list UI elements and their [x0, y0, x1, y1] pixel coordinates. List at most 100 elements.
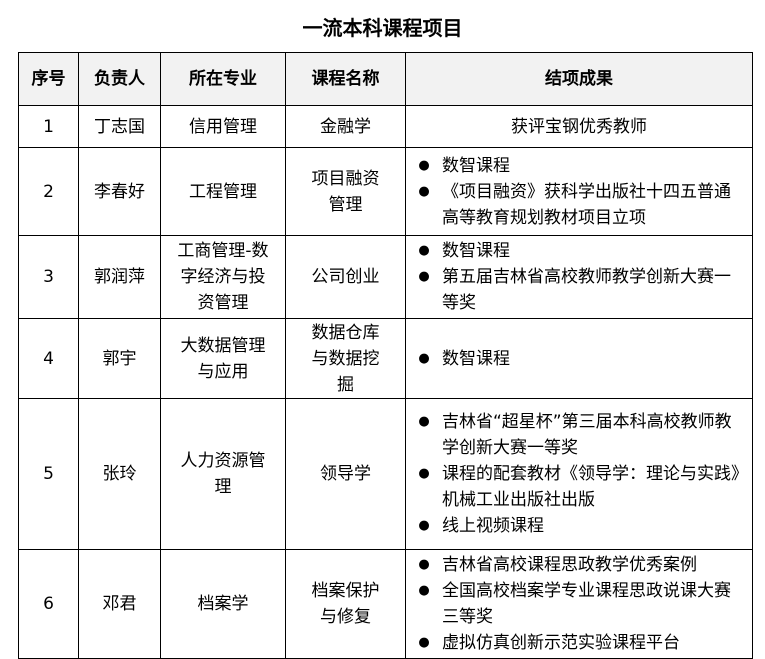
table-row: 3 郭润萍 工商管理-数字经济与投资管理 公司创业 ● 数智课程 ● 第五届吉林省高校教师教学… — [18, 235, 753, 319]
cell-major: 信用管理 — [160, 105, 286, 148]
cell-achievements: ● 数智课程 — [405, 318, 753, 399]
bullet-icon: ● — [418, 583, 430, 598]
bullet-icon: ● — [418, 350, 430, 366]
achievement-text: 虚拟仿真创新示范实验课程平台 — [442, 633, 680, 653]
cell-no-text: 3 — [43, 267, 54, 287]
cell-major-text: 大数据管理与应用 — [180, 335, 266, 382]
cell-achievements: 获评宝钢优秀教师 — [405, 105, 753, 148]
cell-no-text: 6 — [43, 594, 54, 614]
cell-major: 大数据管理与应用 — [160, 318, 286, 399]
cell-leader-text: 张玲 — [102, 464, 137, 484]
achievement-text: 课程的配套教材《领导学：理论与实践》机械工业出版社出版 — [442, 464, 740, 510]
cell-course-text: 公司创业 — [311, 267, 380, 287]
achievement-text: 获评宝钢优秀教师 — [511, 116, 647, 137]
cell-leader-text: 郭宇 — [102, 348, 137, 369]
cell-no: 2 — [18, 147, 79, 236]
bullet-icon: ● — [418, 518, 430, 533]
cell-no: 1 — [18, 105, 79, 148]
achievement-text: 《项目融资》获科学出版社十四五普通高等教育规划教材项目立项 — [442, 181, 731, 228]
bullet-icon: ● — [418, 269, 430, 284]
cell-achievements: ● 吉林省“超星杯”第三届本科高校教师教学创新大赛一等奖 ● 课程的配套教材《领导学：… — [405, 398, 753, 550]
achievement-item: ● 数智课程 — [406, 238, 746, 264]
achievement-item: ● 吉林省高校课程思政教学优秀案例 — [406, 552, 746, 578]
bullet-icon: ● — [418, 183, 430, 199]
cell-major-text: 人力资源管理 — [180, 451, 266, 497]
cell-course-text: 金融学 — [320, 116, 371, 137]
cell-leader-text: 丁志国 — [94, 116, 145, 137]
achievement-item: ● 《项目融资》获科学出版社十四五普通高等教育规划教材项目立项 — [406, 179, 746, 231]
cell-no-text: 4 — [43, 348, 54, 369]
achievement-text: 线上视频课程 — [442, 516, 544, 536]
achievement-text: 数智课程 — [442, 348, 510, 369]
table-row: 6 邓君 档案学 档案保护与修复 ● 吉林省高校课程思政教学优秀案例 ● 全国高校档案学专业课… — [18, 549, 753, 659]
cell-course: 领导学 — [285, 398, 406, 550]
bullet-icon: ● — [418, 243, 430, 258]
cell-course-text: 项目融资管理 — [311, 168, 380, 215]
achievement-text: 全国高校档案学专业课程思政说课大赛三等奖 — [442, 581, 731, 627]
table-row: 2 李春好 工程管理 项目融资管理 ● 数智课程 ● 《项目融资》获科学出版社十四五普通高等教… — [18, 147, 753, 236]
cell-course: 公司创业 — [285, 235, 406, 319]
bullet-icon: ● — [418, 557, 430, 572]
achievement-item: ● 数智课程 — [406, 153, 746, 179]
cell-course-text: 领导学 — [320, 464, 371, 484]
achievement-item: ● 课程的配套教材《领导学：理论与实践》机械工业出版社出版 — [406, 461, 746, 513]
cell-major-text: 档案学 — [197, 594, 249, 614]
achievement-item: ● 第五届吉林省高校教师教学创新大赛一等奖 — [406, 264, 746, 316]
achievement-text: 数智课程 — [442, 241, 510, 261]
cell-major: 档案学 — [160, 549, 286, 659]
cell-course-text: 数据仓库与数据挖掘 — [311, 322, 380, 395]
cell-no: 3 — [18, 235, 79, 319]
cell-leader: 李春好 — [78, 147, 161, 236]
bullet-icon: ● — [418, 157, 430, 173]
cell-no: 6 — [18, 549, 79, 659]
achievement-item: ● 数智课程 — [406, 346, 746, 372]
header-course: 课程名称 — [285, 52, 406, 106]
cell-major-text: 工商管理-数字经济与投资管理 — [177, 241, 269, 313]
cell-no-text: 2 — [43, 181, 54, 202]
header-achievements: 结项成果 — [405, 52, 753, 106]
cell-achievements: ● 数智课程 ● 第五届吉林省高校教师教学创新大赛一等奖 — [405, 235, 753, 319]
achievement-item: ● 吉林省“超星杯”第三届本科高校教师教学创新大赛一等奖 — [406, 409, 746, 461]
cell-no: 5 — [18, 398, 79, 550]
cell-major-text: 信用管理 — [189, 116, 257, 137]
cell-leader-text: 郭润萍 — [94, 267, 145, 287]
bullet-icon: ● — [418, 466, 430, 481]
table-row: 4 郭宇 大数据管理与应用 数据仓库与数据挖掘 ● 数智课程 — [18, 318, 753, 399]
table-row: 1 丁志国 信用管理 金融学 获评宝钢优秀教师 — [18, 105, 753, 148]
table-row: 5 张玲 人力资源管理 领导学 ● 吉林省“超星杯”第三届本科高校教师教学创新大赛一等奖 ●… — [18, 398, 753, 550]
cell-leader: 郭润萍 — [78, 235, 161, 319]
cell-leader: 邓君 — [78, 549, 161, 659]
cell-course: 金融学 — [285, 105, 406, 148]
cell-major: 人力资源管理 — [160, 398, 286, 550]
cell-course: 数据仓库与数据挖掘 — [285, 318, 406, 399]
cell-leader: 张玲 — [78, 398, 161, 550]
course-table: 序号 负责人 所在专业 课程名称 结项成果 1 丁志国 信用管理 金融学 获评宝钢优秀教… — [18, 52, 753, 659]
cell-no-text: 1 — [43, 116, 54, 137]
cell-leader-text: 邓君 — [102, 594, 137, 614]
bullet-icon: ● — [418, 414, 430, 429]
cell-leader: 郭宇 — [78, 318, 161, 399]
cell-achievements: ● 数智课程 ● 《项目融资》获科学出版社十四五普通高等教育规划教材项目立项 — [405, 147, 753, 236]
cell-no-text: 5 — [43, 464, 54, 484]
header-no: 序号 — [18, 52, 79, 106]
cell-major: 工程管理 — [160, 147, 286, 236]
achievement-text: 数智课程 — [442, 155, 510, 176]
cell-course: 项目融资管理 — [285, 147, 406, 236]
cell-leader-text: 李春好 — [94, 181, 145, 202]
achievement-item: ● 线上视频课程 — [406, 513, 746, 539]
page-title: 一流本科课程项目 — [302, 16, 463, 40]
cell-no: 4 — [18, 318, 79, 399]
achievement-item: ● 虚拟仿真创新示范实验课程平台 — [406, 630, 746, 656]
cell-major-text: 工程管理 — [189, 181, 257, 202]
achievement-text: 吉林省高校课程思政教学优秀案例 — [442, 555, 697, 575]
header-major: 所在专业 — [160, 52, 286, 106]
achievement-text: 第五届吉林省高校教师教学创新大赛一等奖 — [442, 267, 731, 313]
cell-achievements: ● 吉林省高校课程思政教学优秀案例 ● 全国高校档案学专业课程思政说课大赛三等奖 ● 虚拟… — [405, 549, 753, 659]
header-leader: 负责人 — [78, 52, 161, 106]
achievement-item: ● 全国高校档案学专业课程思政说课大赛三等奖 — [406, 578, 746, 630]
cell-course: 档案保护与修复 — [285, 549, 406, 659]
cell-leader: 丁志国 — [78, 105, 161, 148]
achievement-text: 吉林省“超星杯”第三届本科高校教师教学创新大赛一等奖 — [442, 412, 732, 458]
bullet-icon: ● — [418, 635, 430, 650]
table-header-row: 序号 负责人 所在专业 课程名称 结项成果 — [18, 52, 753, 106]
